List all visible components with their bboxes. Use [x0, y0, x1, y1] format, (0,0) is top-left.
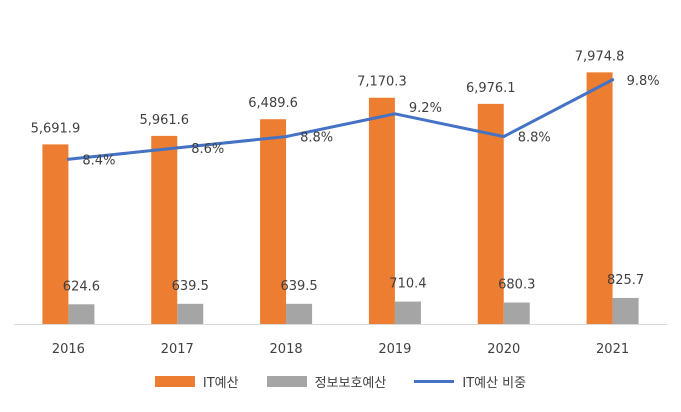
it-ratio-label-2017: 8.6%	[191, 142, 224, 157]
it-budget-bar-2018	[260, 119, 287, 324]
chart-legend: IT예산 정보보호예산 IT예산 비중	[0, 372, 681, 391]
it-budget-label-2019: 7,170.3	[357, 75, 407, 90]
it-ratio-label-2020: 8.8%	[518, 131, 551, 146]
security-budget-bar-2020	[503, 302, 530, 324]
it-budget-bar-2019	[368, 97, 395, 324]
it-budget-bar-2017	[151, 135, 178, 324]
it-ratio-point-2016	[66, 157, 70, 161]
legend-swatch-it-ratio	[414, 380, 455, 383]
x-tick-label-2020: 2020	[487, 342, 520, 357]
it-budget-bar-2020	[477, 103, 504, 324]
legend-label-security-budget: 정보보호예산	[314, 376, 387, 391]
security-budget-label-2020: 680.3	[498, 278, 535, 293]
security-budget-bar-2016	[68, 304, 95, 324]
legend-item-security-budget: 정보보호예산	[266, 372, 387, 391]
legend-swatch-it-budget	[154, 376, 195, 387]
combo-chart: 5,691.9 5,961.6 6,489.6 7,170.3 6,976.1 7,974…	[14, 49, 667, 357]
it-budget-bar-2016	[42, 144, 69, 324]
it-ratio-point-2019	[393, 112, 397, 116]
x-tick-label-2017: 2017	[161, 342, 194, 357]
security-budget-label-2016: 624.6	[63, 279, 100, 294]
it-ratio-point-2021	[611, 78, 615, 82]
it-ratio-point-2020	[502, 135, 506, 139]
it-budget-label-2017: 5,961.6	[139, 113, 189, 128]
it-budget-label-2018: 6,489.6	[248, 96, 298, 111]
it-ratio-label-2019: 9.2%	[409, 101, 442, 116]
security-budget-label-2021: 825.7	[607, 273, 644, 288]
it-budget-label-2021: 7,974.8	[575, 49, 625, 64]
legend-item-it-ratio: IT예산 비중	[414, 372, 526, 391]
security-budget-bar-2018	[286, 303, 313, 324]
legend-item-it-budget: IT예산	[154, 372, 239, 391]
security-budget-label-2017: 639.5	[172, 279, 209, 294]
it-ratio-line	[66, 78, 615, 161]
security-budget-label-2018: 639.5	[280, 279, 317, 294]
security-budget-label-2019: 710.4	[389, 277, 426, 292]
security-budget-bar-2019	[394, 301, 421, 324]
it-ratio-label-2016: 8.4%	[82, 153, 115, 168]
it-ratio-label-2021: 9.8%	[627, 74, 660, 89]
x-tick-label-2019: 2019	[378, 342, 411, 357]
it-ratio-point-2017	[175, 146, 179, 150]
it-budget-label-2016: 5,691.9	[31, 121, 81, 136]
it-ratio-label-2018: 8.8%	[300, 131, 333, 146]
x-tick-label-2018: 2018	[270, 342, 303, 357]
security-budget-bar-2021	[612, 297, 639, 324]
security-budget-bar-2017	[177, 303, 204, 324]
legend-label-it-ratio: IT예산 비중	[462, 376, 527, 391]
x-tick-label-2016: 2016	[52, 342, 85, 357]
legend-label-it-budget: IT예산	[202, 376, 239, 391]
it-budget-label-2020: 6,976.1	[466, 81, 516, 96]
x-tick-label-2021: 2021	[596, 342, 629, 357]
it-budget-bar-2021	[586, 72, 613, 324]
legend-swatch-security-budget	[266, 376, 307, 387]
it-ratio-point-2018	[284, 135, 288, 139]
